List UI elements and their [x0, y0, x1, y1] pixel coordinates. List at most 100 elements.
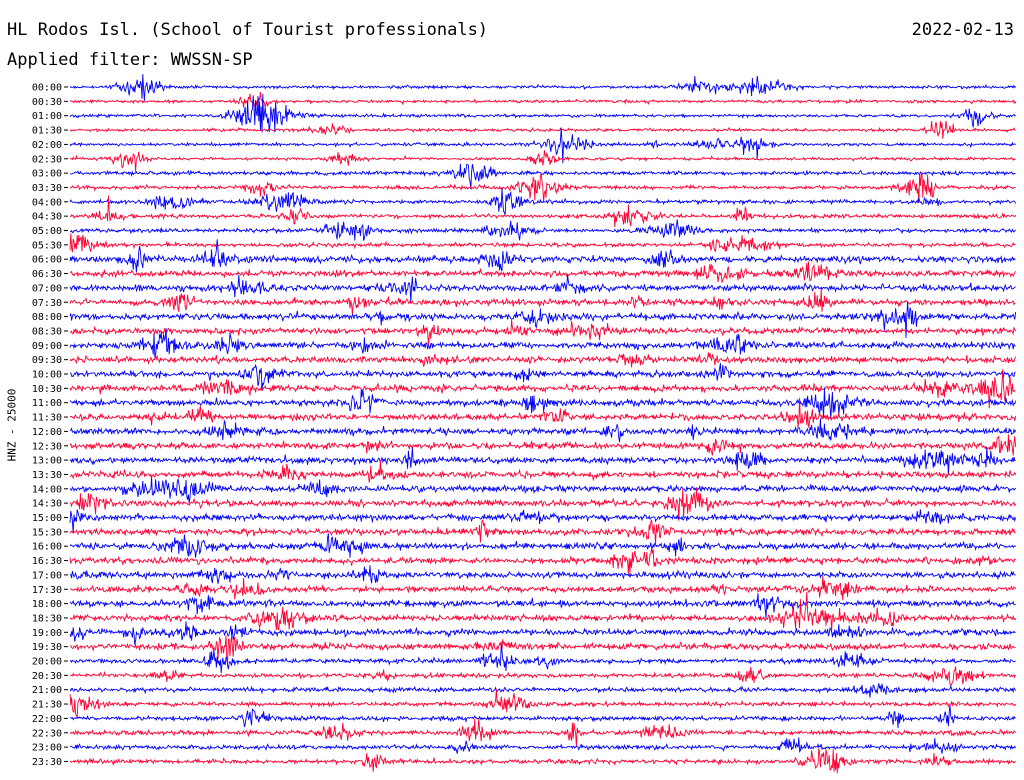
time-tick-label: 10:00	[32, 370, 62, 381]
time-tick-label: 17:00	[32, 570, 62, 581]
time-tick-label: 23:00	[32, 743, 62, 754]
seismic-trace-line	[69, 274, 1016, 303]
seismic-trace-line	[69, 369, 1016, 409]
seismic-trace-line	[69, 319, 1017, 346]
time-tick-label: 06:00	[32, 255, 62, 266]
seismic-trace-line	[69, 362, 1016, 392]
time-tick-label: 18:30	[32, 613, 62, 624]
seismic-trace-line	[69, 327, 1016, 358]
time-tick-label: 03:30	[32, 183, 62, 194]
time-tick-label: 16:30	[32, 556, 62, 567]
seismic-trace-line	[69, 748, 1016, 774]
time-tick-label: 21:30	[32, 700, 62, 711]
seismic-trace-line	[69, 93, 1016, 133]
seismic-trace-line	[69, 418, 1017, 443]
seismic-trace-line	[69, 593, 1016, 619]
seismic-trace-line	[69, 239, 1016, 273]
time-tick-label: 19:00	[32, 628, 62, 639]
seismic-trace-line	[69, 548, 1016, 574]
seismic-trace-line	[69, 575, 1016, 601]
seismic-trace-line	[69, 460, 1017, 483]
time-tick-label: 03:00	[32, 169, 62, 180]
time-tick-label: 22:30	[32, 728, 62, 739]
record-date: 2022-02-13	[911, 20, 1014, 40]
time-tick-label: 20:30	[32, 671, 62, 682]
filter-label: Applied filter: WWSSN-SP	[7, 50, 253, 70]
seismic-trace-line	[69, 74, 1016, 101]
seismic-trace-line	[69, 688, 1017, 718]
seismic-trace-line	[69, 120, 1016, 139]
time-tick-label: 00:30	[32, 97, 62, 108]
time-tick-label: 01:00	[32, 111, 62, 122]
seismic-trace-line	[69, 188, 1017, 216]
seismic-trace-line	[69, 737, 1016, 754]
time-tick-label: 06:30	[32, 269, 62, 280]
time-tick-label: 02:00	[32, 140, 62, 151]
time-tick-label: 17:30	[32, 585, 62, 596]
seismic-trace-line	[69, 219, 1016, 241]
time-tick-label: 05:00	[32, 226, 62, 237]
seismic-trace-line	[69, 487, 1017, 521]
time-tick-label: 11:30	[32, 413, 62, 424]
time-tick-label: 01:30	[32, 126, 62, 137]
time-tick-label: 15:30	[32, 527, 62, 538]
seismic-trace-line	[69, 127, 1016, 164]
time-tick-label: 04:30	[32, 212, 62, 223]
seismic-trace-line	[69, 565, 1016, 584]
time-tick-label: 11:00	[32, 398, 62, 409]
seismic-trace-line	[69, 301, 1017, 338]
time-tick-label: 14:30	[32, 499, 62, 510]
time-tick-label: 18:00	[32, 599, 62, 610]
seismic-trace-line	[69, 683, 1016, 698]
time-tick-label: 08:00	[32, 312, 62, 323]
time-tick-label: 12:00	[32, 427, 62, 438]
time-tick-label: 10:30	[32, 384, 62, 395]
seismic-trace-line	[69, 163, 1016, 190]
time-tick-label: 20:00	[32, 657, 62, 668]
time-tick-label: 19:30	[32, 642, 62, 653]
time-tick-label: 13:30	[32, 470, 62, 481]
time-tick-label: 16:00	[32, 542, 62, 553]
seismic-trace-line	[69, 434, 1017, 456]
station-title: HL Rodos Isl. (School of Tourist profess…	[7, 20, 489, 40]
time-tick-label: 13:00	[32, 456, 62, 467]
seismic-trace-line	[69, 477, 1016, 504]
seismic-trace-line	[69, 666, 1017, 687]
time-tick-label: 08:30	[32, 326, 62, 337]
seismic-trace-line	[69, 233, 1016, 253]
time-tick-label: 07:30	[32, 298, 62, 309]
time-tick-label: 15:00	[32, 513, 62, 524]
seismic-trace-line	[69, 288, 1016, 315]
seismic-trace-line	[69, 645, 1016, 673]
time-tick-label: 09:30	[32, 355, 62, 366]
seismic-trace-line	[69, 261, 1016, 283]
seismic-trace-line	[69, 352, 1017, 368]
seismic-trace-line	[69, 387, 1017, 420]
time-tick-label: 02:30	[32, 154, 62, 165]
time-tick-label: 05:30	[32, 240, 62, 251]
seismic-trace-line	[69, 509, 1017, 534]
time-tick-label: 21:00	[32, 685, 62, 696]
time-tick-label: 12:30	[32, 441, 62, 452]
seismic-trace-line	[69, 446, 1016, 476]
seismic-trace-line	[69, 397, 1017, 428]
time-tick-label: 22:00	[32, 714, 62, 725]
time-tick-label: 07:00	[32, 283, 62, 294]
seismic-trace-line	[69, 150, 1016, 173]
time-tick-label: 00:00	[32, 83, 62, 94]
seismic-trace-line	[69, 195, 1017, 228]
seismic-trace-line	[69, 533, 1016, 558]
time-tick-label: 14:00	[32, 484, 62, 495]
time-tick-label: 23:30	[32, 757, 62, 768]
seismic-trace-line	[69, 519, 1016, 544]
seismic-trace-line	[69, 591, 1017, 632]
seismic-trace-line	[69, 705, 1016, 728]
seismic-trace-line	[69, 92, 1017, 108]
time-tick-label: 04:00	[32, 197, 62, 208]
seismic-trace-line	[69, 621, 1016, 645]
time-tick-label: 09:00	[32, 341, 62, 352]
seismic-trace-line	[69, 718, 1016, 747]
seismic-trace-line	[69, 171, 1016, 203]
